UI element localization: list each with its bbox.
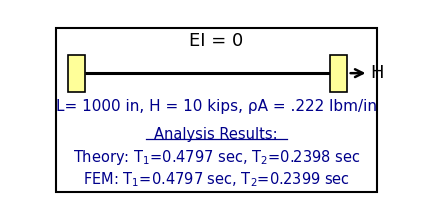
Text: Analysis Results:: Analysis Results:: [154, 127, 278, 142]
Text: L= 1000 in, H = 10 kips, ρA = .222 lbm/in: L= 1000 in, H = 10 kips, ρA = .222 lbm/i…: [56, 99, 377, 114]
FancyBboxPatch shape: [68, 55, 85, 92]
FancyBboxPatch shape: [330, 55, 347, 92]
Text: Theory: T$_1$=0.4797 sec, T$_2$=0.2398 sec: Theory: T$_1$=0.4797 sec, T$_2$=0.2398 s…: [73, 148, 360, 167]
Text: FEM: T$_1$=0.4797 sec, T$_2$=0.2399 sec: FEM: T$_1$=0.4797 sec, T$_2$=0.2399 sec: [83, 170, 350, 189]
Text: EI = 0: EI = 0: [189, 32, 243, 50]
Text: H: H: [370, 64, 384, 82]
